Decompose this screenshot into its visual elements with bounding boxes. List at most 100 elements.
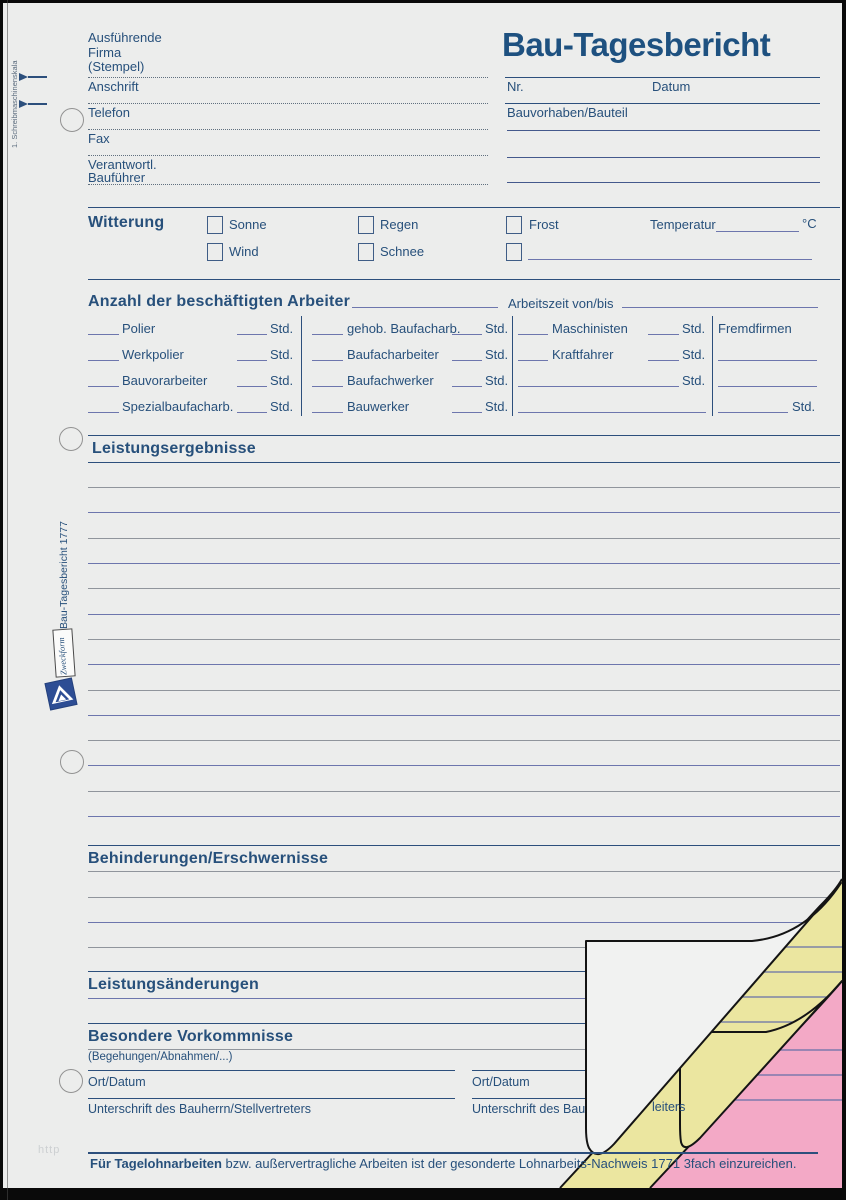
hours-line	[237, 386, 267, 387]
hours-line	[452, 360, 482, 361]
temperatur-field-line	[716, 231, 799, 232]
worker-label: Werkpolier	[122, 347, 184, 362]
changes-heading: Leistungsänderungen	[88, 976, 259, 993]
datum-label: Datum	[652, 79, 691, 94]
hours-line	[237, 412, 267, 413]
wind-label: Wind	[229, 244, 259, 259]
hours-unit: Std.	[682, 347, 706, 362]
pyramid-icon	[51, 685, 74, 705]
form-title: Bau-Tagesbericht	[502, 26, 771, 63]
arrow-right-icon	[19, 100, 28, 108]
footer-note-text: bzw. außervertragliche Arbeiten ist der …	[221, 1156, 797, 1171]
hours-line	[452, 386, 482, 387]
arrow-bar	[28, 103, 47, 105]
nr-label: Nr.	[507, 79, 524, 94]
section-separator	[88, 971, 840, 972]
scan-watermark: http	[38, 1144, 61, 1156]
temperatur-unit: °C	[802, 216, 817, 231]
hours-unit: Std.	[485, 399, 509, 414]
section-separator	[88, 435, 840, 436]
hours-line	[648, 334, 679, 335]
hours-unit: Std.	[270, 373, 294, 388]
other-worker-line	[518, 412, 706, 413]
fremdfirmen-line	[718, 386, 817, 387]
checkbox-wind[interactable]	[207, 243, 223, 261]
ruled-line	[88, 947, 840, 948]
typewriter-mark-icon	[19, 73, 47, 81]
anschrift-field-line	[88, 103, 488, 104]
count-line	[312, 360, 343, 361]
worktime-field-line	[622, 307, 818, 308]
worker-label: Kraftfahrer	[552, 347, 614, 362]
footer-note-bold: Für Tagelohnarbeiten	[90, 1156, 222, 1171]
place-date-line	[88, 1070, 455, 1071]
other-worker-line	[518, 386, 679, 387]
punch-hole	[60, 750, 84, 774]
fremdfirmen-line	[718, 360, 817, 361]
checkbox-frost[interactable]	[506, 216, 522, 234]
brand-logo-icon	[45, 678, 77, 710]
fax-field-line	[88, 155, 488, 156]
worker-label: Baufacharbeiter	[347, 347, 439, 362]
arrow-right-icon	[19, 73, 28, 81]
fremdfirmen-line	[718, 412, 788, 413]
count-line	[88, 360, 119, 361]
checkbox-regen[interactable]	[358, 216, 374, 234]
count-line	[88, 334, 119, 335]
typewriter-strip-note: 1. Schreibmaschinenskala	[10, 60, 19, 148]
ruled-line	[88, 897, 840, 898]
checkbox-sonne[interactable]	[207, 216, 223, 234]
worker-label: Bauwerker	[347, 399, 410, 414]
punch-hole	[59, 1069, 83, 1093]
ruled-line	[88, 563, 840, 564]
worker-label: Spezialbaufacharb.	[122, 399, 234, 414]
section-separator	[88, 845, 840, 846]
ruled-line	[88, 816, 840, 817]
signature-line	[472, 1098, 690, 1099]
count-line	[518, 334, 548, 335]
section-separator	[88, 1023, 840, 1024]
section-separator	[88, 207, 840, 208]
section-separator	[88, 279, 840, 280]
temperatur-label: Temperatur	[650, 217, 716, 232]
frost-label: Frost	[529, 217, 559, 232]
hours-unit: Std.	[485, 373, 509, 388]
company-label-line1: Ausführende	[88, 30, 162, 45]
workers-heading-line	[352, 307, 498, 308]
hours-line	[237, 360, 267, 361]
hours-line	[648, 360, 679, 361]
telefon-label: Telefon	[88, 105, 130, 120]
sonne-label: Sonne	[229, 217, 267, 232]
brand-name: Zweckform	[55, 637, 69, 676]
ruled-line	[88, 791, 840, 792]
worker-label: Polier	[122, 321, 156, 336]
column-divider	[301, 316, 302, 416]
count-line	[88, 386, 119, 387]
heading-underline	[88, 998, 840, 999]
ruled-line	[88, 664, 840, 665]
anschrift-label: Anschrift	[88, 79, 139, 94]
checkbox-schnee[interactable]	[358, 243, 374, 261]
hours-unit: Std.	[270, 399, 294, 414]
ruled-line	[88, 715, 840, 716]
schnee-label: Schnee	[380, 244, 425, 259]
punch-hole	[59, 427, 83, 451]
bauvorhaben-line	[505, 103, 820, 104]
hours-unit: Std.	[270, 321, 294, 336]
ruled-line	[88, 614, 840, 615]
page-edge-line	[7, 0, 8, 1200]
product-code-label: Bau-Tagesbericht 1777	[58, 521, 70, 629]
incidents-subheading: (Begehungen/Abnahmen/...)	[88, 1051, 233, 1063]
count-line	[312, 334, 343, 335]
checkbox-other-weather[interactable]	[506, 243, 522, 261]
fremdfirmen-header: Fremdfirmen	[718, 321, 792, 336]
company-field-line	[88, 77, 488, 78]
regen-label: Regen	[380, 217, 419, 232]
bauvorhaben-label: Bauvorhaben/Bauteil	[507, 105, 628, 120]
hours-unit: Std.	[270, 347, 294, 362]
ruled-line	[88, 740, 840, 741]
hours-line	[452, 412, 482, 413]
fax-label: Fax	[88, 131, 110, 146]
hours-line	[452, 334, 482, 335]
results-heading-underline	[88, 462, 840, 463]
